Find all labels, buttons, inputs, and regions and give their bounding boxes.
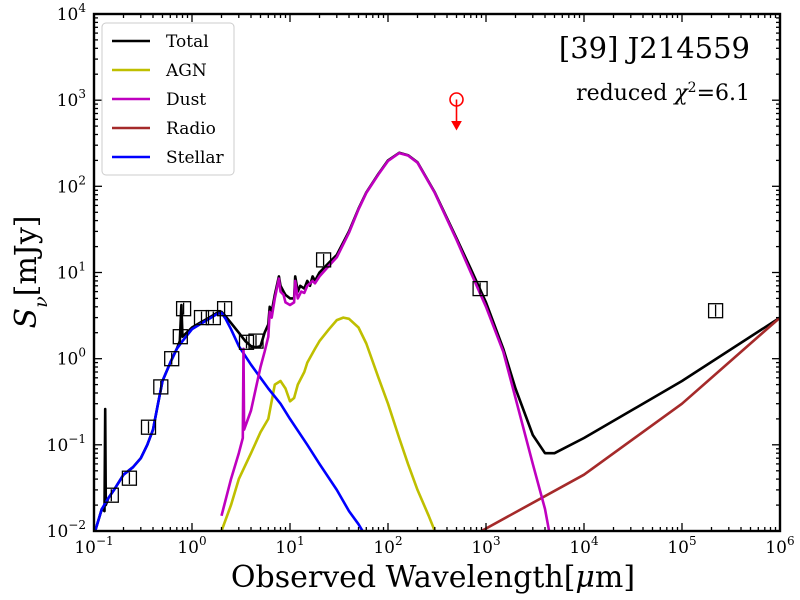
observation-point — [121, 470, 138, 486]
y-tick-label: 10−2 — [47, 518, 86, 542]
chart-title: [39] J214559 — [559, 31, 750, 65]
observation-point — [103, 487, 119, 503]
x-axis-label: Observed Wavelength[μm] — [231, 560, 635, 595]
legend: Total AGN Dust Radio Stellar — [101, 22, 235, 176]
observation-point — [707, 303, 724, 319]
chart-subtitle: reduced χ2=6.1 — [576, 80, 750, 106]
observation-point — [175, 301, 192, 317]
x-tick-label: 10−1 — [74, 534, 113, 558]
legend-label-stellar: Stellar — [166, 148, 225, 168]
y-tick-label: 102 — [57, 173, 86, 197]
observation-point — [238, 334, 255, 350]
y-tick-label: 103 — [57, 87, 86, 111]
observation-point — [205, 309, 221, 326]
x-tick-label: 102 — [373, 534, 402, 558]
series-line-dust — [220, 151, 551, 531]
x-tick-label: 101 — [275, 534, 304, 558]
x-tick-label: 106 — [765, 534, 794, 558]
observation-layer — [103, 92, 724, 503]
x-tick-label: 103 — [471, 534, 500, 558]
y-tick-label: 101 — [57, 260, 86, 284]
legend-box — [101, 22, 235, 176]
observation-point — [248, 333, 264, 349]
y-axis-label: Sν[mJy] — [9, 216, 52, 329]
observation-point — [153, 379, 169, 395]
observation-point — [472, 280, 488, 297]
series-line-radio — [480, 316, 780, 531]
y-tick-label: 100 — [57, 346, 86, 370]
upper-limit-arrow-head — [451, 121, 462, 131]
observation-point — [315, 252, 332, 268]
observation-point — [164, 351, 180, 367]
x-tick-label: 104 — [569, 534, 599, 558]
y-tick-label: 104 — [57, 1, 87, 25]
series-line-stellar — [94, 311, 364, 531]
observation-point — [193, 309, 210, 326]
observation-point — [140, 419, 157, 435]
plot-frame — [92, 12, 782, 533]
x-tick-label: 105 — [667, 534, 696, 558]
legend-label-radio: Radio — [166, 119, 216, 139]
x-tick-label: 100 — [177, 534, 206, 558]
series-line-agn — [220, 316, 437, 531]
observation-point — [216, 301, 233, 317]
series-layer — [94, 151, 780, 531]
legend-label-total: Total — [166, 32, 209, 52]
y-tick-label: 10−1 — [47, 432, 86, 456]
observation-point — [172, 329, 188, 345]
legend-label-agn: AGN — [165, 61, 207, 81]
legend-label-dust: Dust — [166, 90, 206, 110]
